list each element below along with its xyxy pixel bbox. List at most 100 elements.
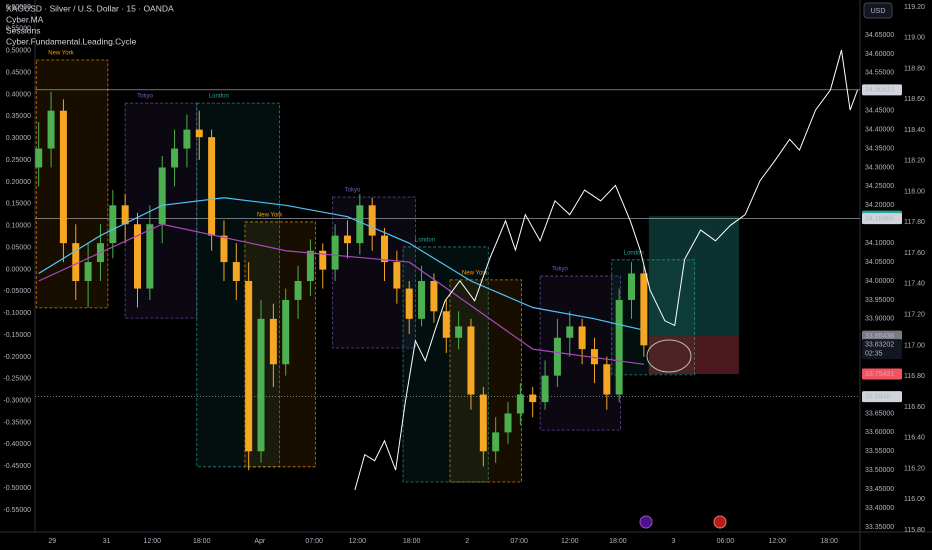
candle-body [541,375,549,403]
candle-body [183,129,191,149]
price-tag-label: 33.85438 [865,333,894,340]
session-label: London [624,250,644,256]
y-tick-label: 34.25000 [865,183,894,190]
candle-body [195,129,203,138]
left-tick-label: -0.55000 [3,507,31,514]
candle-body [504,413,512,433]
left-tick-label: 0.45000 [6,69,31,76]
y2-tick-label: 116.60 [904,404,925,411]
position-target [648,216,739,337]
left-tick-label: 0.40000 [6,91,31,98]
y-tick-label: 33.45000 [865,486,894,493]
candle-body [245,281,253,452]
candle-body [479,394,487,452]
x-tick-label: 3 [672,538,676,545]
candle-body [418,281,426,319]
candle-body [455,326,463,338]
candle-body [121,205,129,225]
countdown-label: 02:35 [865,350,883,357]
left-tick-label: -0.15000 [3,332,31,339]
session-label: New York [48,51,74,57]
session-label: Tokyo [345,188,361,194]
price-tag-label: 33.83202 [865,341,894,348]
price-tag [862,330,902,342]
session-box [35,59,109,309]
price-tag [862,84,902,96]
x-tick-label: 18:00 [820,538,838,545]
price-tag-label: 34.50513 [865,87,894,94]
y2-tick-label: 119.20 [904,4,925,11]
candle-body [35,148,43,168]
y-tick-label: 33.55000 [865,448,894,455]
candle-body [109,205,117,244]
left-tick-label: 0.35000 [6,113,31,120]
x-tick-label: 18:00 [193,538,211,545]
candle-body [442,311,450,338]
y-tick-label: 34.60000 [865,51,894,58]
session-box [449,279,523,483]
event-icon[interactable] [639,515,653,529]
y2-tick-label: 117.20 [904,311,925,318]
y2-tick-label: 115.80 [904,527,925,534]
currency-label: USD [871,8,886,15]
left-tick-label: -0.45000 [3,463,31,470]
y2-tick-label: 116.00 [904,496,925,503]
candle-body [467,326,475,395]
currency-button[interactable] [863,2,893,19]
y-tick-label: 33.65000 [865,410,894,417]
candle-body [319,250,327,270]
session-label: London [209,94,229,100]
candle-body [158,167,166,225]
y2-tick-label: 118.80 [904,65,925,72]
candle-body [306,250,314,281]
left-tick-label: 0.50000 [6,48,31,55]
y-tick-label: 33.40000 [865,505,894,512]
candle-body [47,110,55,149]
y2-tick-label: 118.60 [904,96,925,103]
y2-tick-label: 118.20 [904,158,925,165]
candle-body [492,432,500,452]
price-tag-label: 33.75431 [865,371,894,378]
y-tick-label: 34.35000 [865,145,894,152]
session-label: New York [462,270,488,276]
indicator-label: Cyber.Fundamental.Leading.Cycle [6,36,137,46]
y2-tick-label: 116.80 [904,373,925,380]
left-tick-label: 0.30000 [6,135,31,142]
x-tick-label: 07:00 [510,538,528,545]
candle-body [84,262,92,281]
candle-body [72,243,80,281]
session-label: Tokyo [137,94,153,100]
x-tick-label: 12:00 [349,538,367,545]
price-tag [862,391,902,403]
left-tick-label: 0.60000 [6,4,31,11]
y2-tick-label: 117.80 [904,219,925,226]
candle-body [603,364,611,395]
event-icon[interactable] [713,515,727,529]
candle-body [134,224,142,289]
candle-body [393,262,401,289]
plot: New York Tokyo London New York Tokyo London Ne… [35,49,860,491]
y-tick-label: 34.55000 [865,70,894,77]
candle-body [590,349,598,365]
y-tick-label: 34.40000 [865,126,894,133]
indicator-label: Cyber.MA [6,14,44,24]
candle-body [257,318,265,452]
y2-tick-label: 117.00 [904,342,925,349]
price-tag [862,368,902,380]
session-box [244,221,316,468]
indicator-line [38,197,645,331]
indicator-line [38,223,644,365]
left-tick-label: -0.50000 [3,485,31,492]
y2-tick-label: 116.40 [904,435,925,442]
x-tick-label: 12:00 [144,538,162,545]
left-tick-label: 0.20000 [6,179,31,186]
y-tick-label: 34.00000 [865,278,894,285]
left-tick-label: -0.20000 [3,354,31,361]
y2-tick-label: 117.60 [904,250,925,257]
session-box [539,275,621,431]
y-tick-label: 34.10000 [865,240,894,247]
candle-body [553,337,561,376]
y2-tick-label: 118.40 [904,127,925,134]
x-tick-label: 12:00 [561,538,579,545]
